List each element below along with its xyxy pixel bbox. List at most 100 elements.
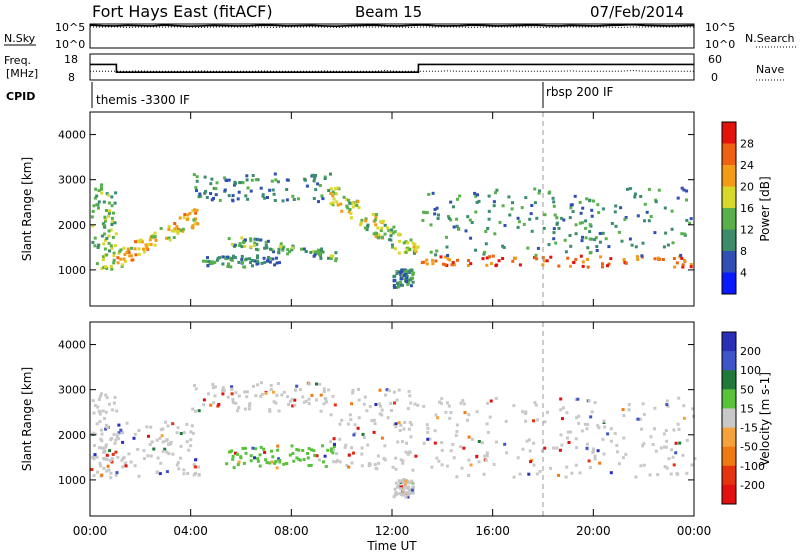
- velocity-cell: [656, 473, 660, 477]
- power-cell: [431, 262, 435, 266]
- velocity-cell: [451, 443, 455, 447]
- power-cell: [529, 212, 533, 216]
- power-cell: [259, 238, 263, 242]
- power-cell: [572, 261, 576, 265]
- velocity-cell: [230, 385, 234, 389]
- power-cell: [502, 246, 506, 249]
- power-cell: [175, 224, 179, 228]
- power-cell: [467, 259, 470, 262]
- power-cell: [620, 239, 624, 243]
- power-cell: [592, 199, 595, 203]
- velocity-cell: [489, 399, 493, 403]
- velocity-cell: [678, 441, 682, 445]
- power-cell: [121, 263, 125, 267]
- velocity-cell: [95, 422, 99, 426]
- velocity-cell: [477, 440, 481, 443]
- velocity-cell: [639, 464, 643, 468]
- power-cell: [474, 210, 478, 214]
- power-cell: [168, 238, 172, 242]
- power-cell: [492, 204, 496, 208]
- power-cell: [237, 190, 241, 194]
- power-cell: [221, 262, 225, 266]
- power-cell: [617, 230, 621, 234]
- power-cell: [110, 204, 114, 208]
- velocity-cell: [690, 463, 694, 467]
- velocity-cell: [389, 401, 393, 405]
- power-cell: [176, 231, 180, 235]
- power-cell: [409, 276, 413, 280]
- power-cell: [277, 247, 281, 251]
- velocity-cell: [543, 446, 547, 450]
- power-cell: [588, 237, 592, 241]
- power-cell: [581, 260, 585, 264]
- power-cell: [279, 242, 283, 246]
- velocity-cell: [104, 427, 108, 431]
- power-cell: [552, 231, 556, 235]
- velocity-cell: [394, 481, 398, 485]
- velocity-cell: [189, 444, 193, 448]
- velocity-cell: [152, 447, 156, 451]
- velocity-cell: [402, 492, 406, 496]
- power-cell: [662, 245, 666, 249]
- power-cell: [232, 254, 235, 258]
- power-cell: [413, 242, 417, 246]
- power-cell: [224, 257, 228, 261]
- power-cell: [191, 209, 195, 213]
- power-cell: [253, 259, 257, 263]
- power-cell: [321, 197, 325, 201]
- velocity-cell: [345, 464, 349, 467]
- power-cell: [359, 221, 363, 225]
- velocity-cell: [449, 449, 453, 453]
- power-cell: [223, 176, 227, 180]
- power-cell: [484, 230, 488, 233]
- power-cell: [455, 224, 459, 228]
- power-cell: [267, 256, 271, 259]
- velocity-cell: [179, 432, 183, 435]
- velocity-cell: [524, 410, 528, 414]
- power-cell: [495, 263, 499, 267]
- velocity-cell: [566, 436, 569, 440]
- power-cell: [285, 198, 289, 202]
- power-cell: [103, 232, 107, 236]
- velocity-cell: [231, 401, 235, 404]
- velocity-cell: [532, 441, 536, 445]
- velocity-cell: [102, 466, 106, 470]
- velocity-cell: [234, 391, 238, 395]
- velocity-cell: [528, 449, 532, 453]
- power-cell: [474, 194, 478, 198]
- velocity-cell: [580, 429, 584, 433]
- nave-label: Nave: [756, 63, 784, 76]
- velocity-cell: [574, 437, 578, 441]
- velocity-colorbar-swatch: [722, 446, 736, 467]
- velocity-cell: [587, 399, 591, 403]
- power-cell: [406, 241, 410, 245]
- power-cell: [635, 255, 639, 259]
- velocity-cell: [121, 465, 125, 469]
- velocity-ylabel: Slant Range [km]: [20, 367, 34, 471]
- power-cell: [380, 235, 384, 239]
- velocity-cell: [676, 472, 680, 476]
- power-colorbar-swatch: [722, 186, 736, 209]
- power-cell: [683, 232, 687, 236]
- power-cell: [395, 270, 399, 273]
- power-cell: [376, 226, 380, 230]
- power-cell: [377, 233, 381, 237]
- power-cell: [142, 250, 146, 254]
- power-cell: [633, 192, 637, 196]
- velocity-cell: [297, 457, 301, 461]
- velocity-cell: [196, 465, 200, 469]
- power-cell: [395, 272, 399, 275]
- velocity-cell: [304, 399, 308, 403]
- velocity-cell: [576, 397, 580, 401]
- velocity-cell: [318, 458, 321, 462]
- velocity-cell: [319, 393, 323, 397]
- velocity-cell: [391, 465, 395, 469]
- power-cell: [345, 198, 349, 201]
- velocity-cell: [104, 443, 108, 447]
- velocity-cell: [327, 388, 331, 392]
- velocity-cell: [93, 453, 97, 457]
- power-ytick-label: 2000: [58, 219, 86, 232]
- velocity-cell: [642, 412, 646, 416]
- velocity-cell: [234, 401, 238, 405]
- power-cell: [569, 203, 573, 207]
